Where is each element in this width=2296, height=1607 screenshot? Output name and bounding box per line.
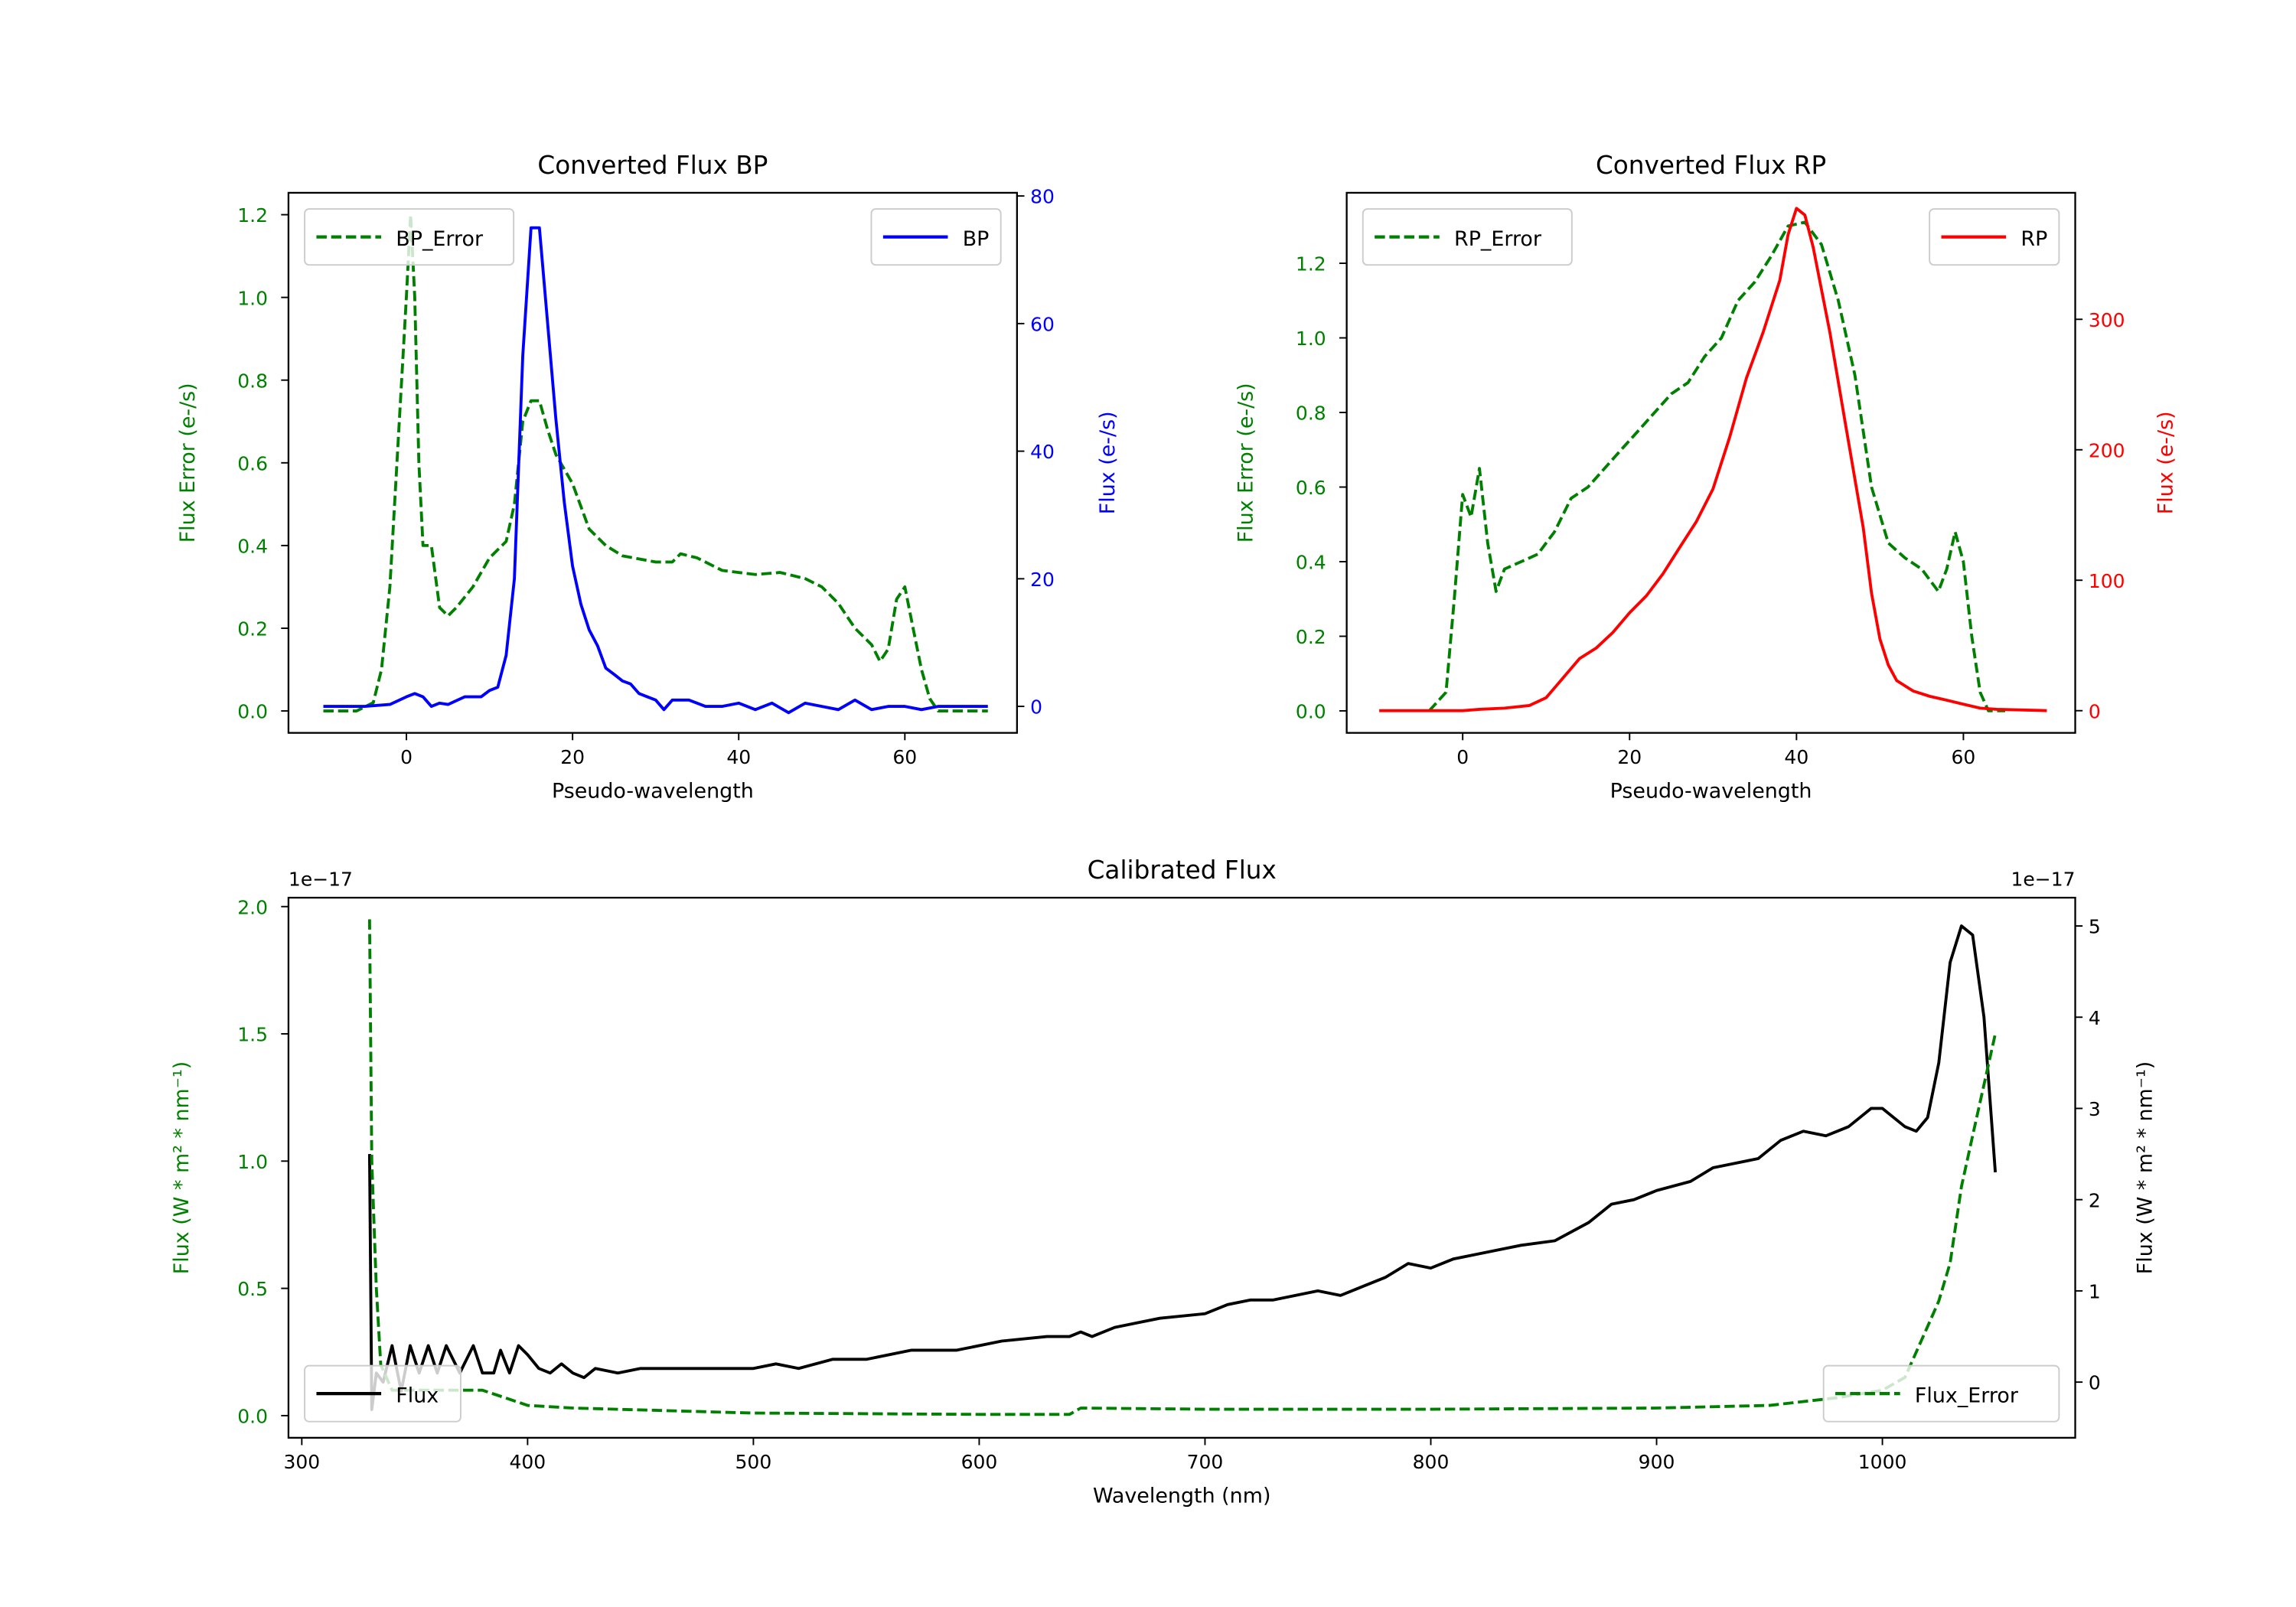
y-right-tick-label: 60 <box>1030 313 1055 335</box>
y-left-tick-label: 0.6 <box>237 452 268 474</box>
x-axis-label: Pseudo-wavelength <box>552 779 754 803</box>
x-tick-label: 0 <box>1456 746 1469 768</box>
legend-box <box>304 208 515 266</box>
y-left-tick-label: 0.8 <box>237 370 268 392</box>
y-right-tick-label: 200 <box>2089 439 2125 461</box>
y-left-tick-label: 1.0 <box>237 1151 268 1173</box>
y-left-tick-label: 1.0 <box>1296 328 1326 350</box>
axes-frame <box>287 896 2076 1439</box>
legend-box <box>304 1364 461 1423</box>
y-right-axis-label: Flux (e-/s) <box>1096 411 1120 514</box>
x-tick-label: 20 <box>1617 746 1642 768</box>
chart-0: Converted Flux BP 0 20 40 60 Pseudo-wavelengt… <box>176 151 1120 803</box>
x-tick-label: 1000 <box>1858 1451 1907 1473</box>
legend-label: Flux_Error <box>1915 1384 2019 1408</box>
chart-title: Converted Flux BP <box>537 151 768 180</box>
y-left-axis-label: Flux Error (e-/s) <box>1234 383 1258 543</box>
legend-label: RP <box>2020 227 2047 251</box>
y-left-tick-label: 1.0 <box>237 287 268 309</box>
series-line-bp-error <box>323 213 988 712</box>
y-left-tick-label: 0.2 <box>237 618 268 641</box>
y-left-tick-label: 2.0 <box>237 896 268 918</box>
y-right-tick-label: 4 <box>2089 1007 2101 1029</box>
legend-box <box>1822 1364 2060 1423</box>
y-left-tick-label: 1.2 <box>237 204 268 227</box>
y-right-tick-label: 80 <box>1030 186 1055 208</box>
x-tick-label: 40 <box>726 746 751 768</box>
y-right-tick-label: 5 <box>2089 916 2101 938</box>
x-tick-label: 60 <box>1952 746 1976 768</box>
legend-bp-error: BP_Error <box>304 208 515 266</box>
legend-label: BP_Error <box>396 227 484 251</box>
x-tick-label: 700 <box>1187 1451 1224 1473</box>
x-tick-label: 800 <box>1413 1451 1450 1473</box>
x-tick-label: 300 <box>283 1451 320 1473</box>
legend-rp: RP <box>1929 208 2060 266</box>
y-right-tick-label: 40 <box>1030 441 1055 463</box>
x-tick-label: 20 <box>560 746 585 768</box>
y-left-tick-label: 0.6 <box>1296 477 1326 499</box>
y-right-tick-label: 20 <box>1030 569 1055 591</box>
y-right-offset-label: 1e−17 <box>2011 869 2075 891</box>
series-line-bp <box>323 226 988 715</box>
x-tick-label: 60 <box>892 746 917 768</box>
y-left-tick-label: 0.2 <box>1296 626 1326 648</box>
legend-rp-error: RP_Error <box>1362 208 1573 266</box>
legend-label: RP_Error <box>1454 227 1542 251</box>
y-right-axis-label: Flux (W * m² * nm⁻¹) <box>2134 1061 2157 1274</box>
y-left-tick-label: 0.4 <box>1296 552 1326 574</box>
y-right-tick-label: 0 <box>2089 1372 2101 1394</box>
legend-label: Flux <box>396 1384 439 1408</box>
x-tick-label: 40 <box>1784 746 1808 768</box>
y-left-tick-label: 0.5 <box>237 1278 268 1300</box>
y-left-tick-label: 1.5 <box>237 1024 268 1046</box>
x-tick-label: 900 <box>1639 1451 1675 1473</box>
y-right-tick-label: 3 <box>2089 1098 2101 1120</box>
y-left-axis-label: Flux Error (e-/s) <box>176 383 200 543</box>
y-right-tick-label: 2 <box>2089 1189 2101 1211</box>
chart-title: Converted Flux RP <box>1596 151 1826 180</box>
y-left-axis-label: Flux (W * m² * nm⁻¹) <box>170 1061 194 1274</box>
legend-flux: Flux <box>304 1364 461 1423</box>
x-axis-label: Wavelength (nm) <box>1093 1484 1270 1508</box>
axes-frame <box>287 191 1018 734</box>
y-left-offset-label: 1e−17 <box>289 869 353 891</box>
x-tick-label: 500 <box>735 1451 772 1473</box>
y-left-tick-label: 0.4 <box>237 536 268 558</box>
legend-bp: BP <box>870 208 1002 266</box>
legend-flux-error: Flux_Error <box>1822 1364 2060 1423</box>
y-right-tick-label: 0 <box>2089 700 2101 722</box>
y-left-tick-label: 0.0 <box>237 701 268 723</box>
x-tick-label: 600 <box>961 1451 998 1473</box>
series-line-rp <box>1379 207 2047 712</box>
series-line-rp-error <box>1428 220 2006 712</box>
chart-2: Calibrated Flux 300 400 500 600 700 800 900 1000… <box>170 856 2157 1508</box>
y-right-tick-label: 1 <box>2089 1281 2101 1303</box>
y-right-tick-label: 300 <box>2089 309 2125 331</box>
chart-title: Calibrated Flux <box>1088 856 1277 885</box>
y-right-axis-label: Flux (e-/s) <box>2154 411 2177 514</box>
y-left-tick-label: 0.0 <box>1296 701 1326 723</box>
y-left-tick-label: 0.0 <box>237 1406 268 1428</box>
y-right-tick-label: 100 <box>2089 570 2125 592</box>
series-line-flux-error <box>367 919 1997 1416</box>
y-right-tick-label: 0 <box>1030 696 1042 719</box>
legend-box <box>1362 208 1573 266</box>
legend-label: BP <box>963 227 990 251</box>
y-left-tick-label: 0.8 <box>1296 403 1326 425</box>
y-left-tick-label: 1.2 <box>1296 253 1326 275</box>
series-line-flux <box>367 924 1998 1411</box>
x-axis-label: Pseudo-wavelength <box>1610 779 1812 803</box>
x-tick-label: 0 <box>400 746 413 768</box>
x-tick-label: 400 <box>510 1451 546 1473</box>
axes-frame <box>1345 191 2076 734</box>
chart-1: Converted Flux RP 0 20 40 60 Pseudo-wavelengt… <box>1234 151 2178 803</box>
